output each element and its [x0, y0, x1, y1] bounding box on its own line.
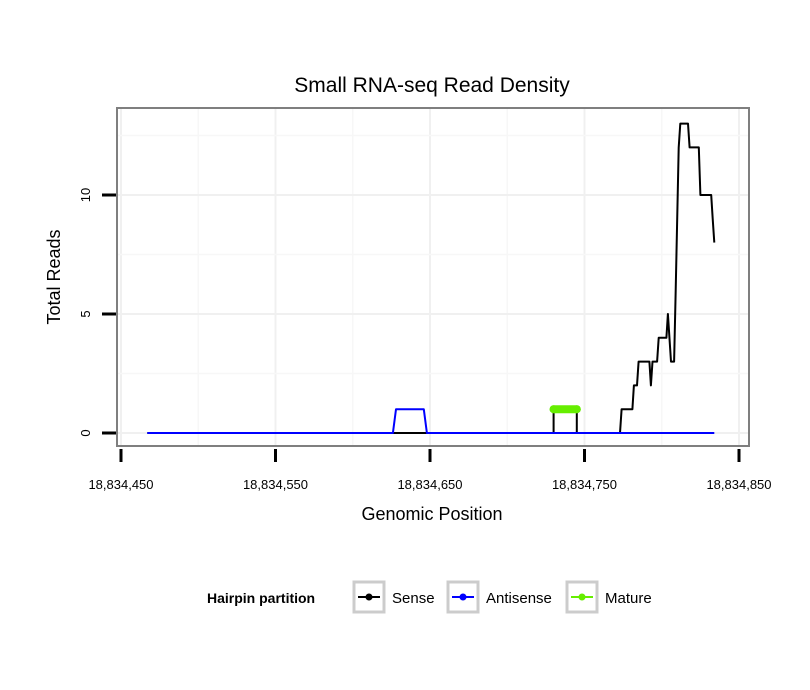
plot-background [117, 108, 749, 446]
plot-border [116, 107, 750, 447]
x-tick-label: 18,834,450 [88, 477, 153, 492]
series-layer [147, 122, 716, 434]
legend-title: Hairpin partition [207, 590, 315, 606]
x-axis-label: Genomic Position [361, 504, 502, 524]
y-axis: 0 5 10 [78, 188, 116, 437]
x-axis: 18,834,450 18,834,550 18,834,650 18,834,750… [88, 449, 772, 492]
legend: Hairpin partition Sense Antisense Mature [207, 580, 652, 614]
legend-label-antisense: Antisense [486, 590, 552, 607]
y-axis-label: Total Reads [44, 229, 64, 324]
x-tick-label: 18,834,750 [552, 477, 617, 492]
legend-entries: Sense Antisense Mature [352, 580, 652, 614]
series-point-mature [549, 405, 558, 414]
series-point-mature [572, 405, 581, 414]
y-tick-label: 10 [78, 188, 93, 202]
y-tick-label: 5 [78, 310, 93, 317]
x-tick-label: 18,834,550 [243, 477, 308, 492]
x-tick-label: 18,834,650 [397, 477, 462, 492]
series-line-antisense [147, 408, 715, 434]
y-tick-label: 0 [78, 429, 93, 436]
legend-key-point [459, 593, 467, 601]
x-tick-label: 18,834,850 [706, 477, 771, 492]
legend-key-point [578, 593, 586, 601]
legend-label-sense: Sense [392, 590, 435, 607]
legend-label-mature: Mature [605, 590, 652, 607]
chart-title: Small RNA-seq Read Density [294, 74, 570, 97]
legend-key-point [365, 593, 373, 601]
